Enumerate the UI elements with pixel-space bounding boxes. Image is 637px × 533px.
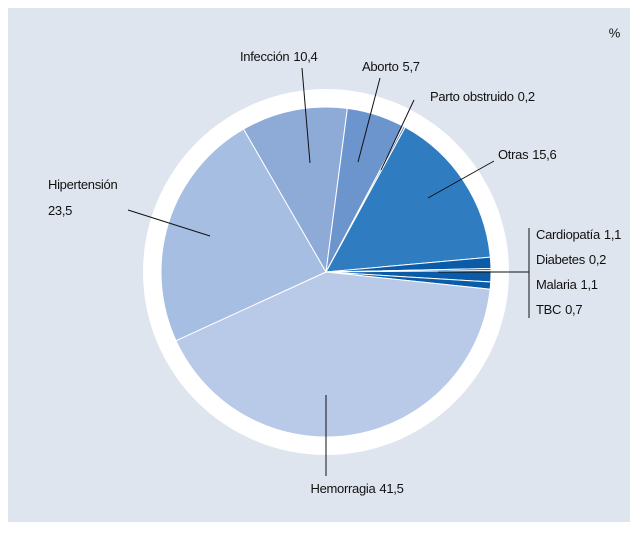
category-label: TBC <box>536 302 561 317</box>
category-label: Hipertensión <box>48 177 117 192</box>
slice-label: Otras 15,6 <box>498 147 556 162</box>
category-label: Hemorragia <box>310 481 376 496</box>
value-label: 41,5 <box>379 481 403 496</box>
leader-line <box>127 209 211 237</box>
value-label: 0,7 <box>565 302 582 317</box>
pie-slice <box>175 271 491 438</box>
leader-line <box>301 67 311 164</box>
value-label: 5,7 <box>403 59 420 74</box>
category-label: Parto obstruido <box>430 89 514 104</box>
leader-line <box>427 160 495 199</box>
value-label: 23,5 <box>48 203 72 218</box>
slice-label: TBC 0,7 <box>536 302 582 317</box>
category-label: Diabetes <box>536 252 586 267</box>
slice-label: Hipertensión 23,5 <box>48 177 117 218</box>
category-label: Cardiopatía <box>536 227 601 242</box>
value-label: 0,2 <box>518 89 535 104</box>
slice-label: Infección 10,4 <box>240 49 318 64</box>
slice-label: Malaria 1,1 <box>536 277 598 292</box>
value-label: 10,4 <box>293 49 317 64</box>
category-label: Otras <box>498 147 529 162</box>
value-label: 1,1 <box>581 277 598 292</box>
value-label: 1,1 <box>604 227 621 242</box>
slice-label: Diabetes 0,2 <box>536 252 606 267</box>
slice-label: Aborto 5,7 <box>362 59 420 74</box>
pie-slice <box>160 128 327 342</box>
category-label: Infección <box>240 49 289 64</box>
category-label: Malaria <box>536 277 578 292</box>
value-label: 0,2 <box>589 252 606 267</box>
pie-slice <box>325 126 491 273</box>
leader-line <box>380 99 415 171</box>
category-label: Aborto <box>362 59 399 74</box>
slice-label: Cardiopatía 1,1 <box>536 227 621 242</box>
slice-label: Parto obstruido 0,2 <box>430 89 535 104</box>
pie-slice <box>242 106 348 274</box>
unit-label: % <box>609 25 621 40</box>
value-label: 15,6 <box>532 147 556 162</box>
leader-line <box>357 77 381 163</box>
slice-label: Hemorragia 41,5 <box>310 481 403 496</box>
